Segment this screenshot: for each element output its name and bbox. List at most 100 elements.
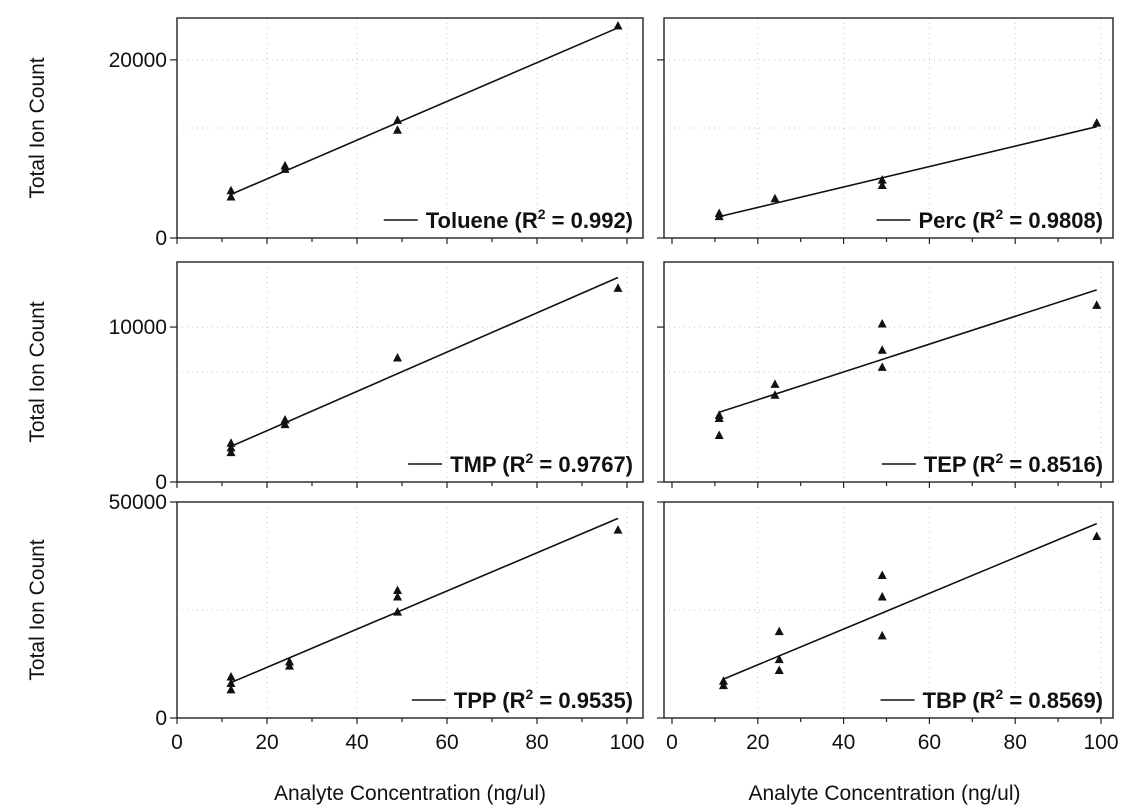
data-point	[1092, 531, 1102, 541]
panel-bottom-left: 0 50000 0 20 40 60 80 100 TPP (R2 = 0.9535) Total…	[26, 491, 645, 805]
x-tick-label: 80	[525, 731, 548, 754]
legend-label: TMP (R2 = 0.9767)	[450, 450, 633, 477]
legend: Perc (R2 = 0.9808)	[876, 206, 1103, 233]
data-point	[1092, 300, 1102, 309]
data-point	[774, 654, 784, 664]
x-tick-label: 100	[1083, 731, 1118, 754]
data-point	[714, 430, 724, 440]
data-point	[226, 678, 236, 687]
data-point	[613, 21, 623, 30]
x-tick-label: 40	[345, 731, 368, 754]
data-point	[393, 607, 402, 616]
data-point	[877, 630, 887, 640]
data-point	[877, 362, 887, 371]
panel-middle-right: TEP (R2 = 0.8516)	[657, 261, 1114, 488]
legend-sup: 2	[526, 686, 534, 702]
legend-name: TBP (R	[923, 688, 996, 713]
x-tick-label: 20	[746, 731, 769, 754]
legend-sup: 2	[526, 450, 534, 466]
plot-frame	[176, 261, 644, 483]
legend-value: = 0.9767)	[533, 452, 633, 477]
x-tick-label: 0	[171, 731, 183, 754]
x-axis-title: Analyte Concentration (ng/ul)	[749, 782, 1021, 805]
data-point	[714, 208, 724, 218]
legend-name: TPP (R	[454, 688, 526, 713]
data-point	[774, 665, 784, 674]
data-point	[226, 442, 236, 452]
x-tick-label: 100	[609, 731, 644, 754]
legend-value: = 0.9808)	[1003, 208, 1103, 233]
data-point	[770, 193, 780, 203]
data-point	[718, 676, 728, 685]
data-point	[226, 671, 236, 681]
data-point	[877, 175, 887, 184]
y-tick-label: 0	[155, 471, 167, 494]
fit-line	[230, 276, 619, 448]
legend-label: TEP (R2 = 0.8516)	[924, 450, 1103, 477]
data-point	[280, 419, 290, 429]
data-point	[1092, 118, 1102, 127]
x-tick-label: 40	[832, 731, 855, 754]
panel-top-right: Perc (R2 = 0.9808)	[657, 17, 1114, 244]
legend-sup: 2	[996, 450, 1004, 466]
x-tick-label: 60	[435, 731, 458, 754]
y-tick-label: 50000	[109, 491, 167, 514]
data-point	[393, 592, 402, 601]
data-point	[226, 185, 236, 195]
panel-bottom-right: 0 20 40 60 80 100 TBP (R2 = 0.8569) Analyte Con…	[657, 501, 1119, 805]
legend-name: TMP (R	[450, 452, 525, 477]
data-point	[226, 192, 236, 201]
plot-frame	[663, 17, 1114, 239]
legend: TBP (R2 = 0.8569)	[880, 686, 1103, 713]
x-tick-label: 0	[666, 731, 678, 754]
legend-value: = 0.9535)	[533, 688, 633, 713]
y-axis-title: Total Ion Count	[26, 539, 49, 680]
legend: TEP (R2 = 0.8516)	[881, 450, 1103, 477]
y-tick-label: 0	[155, 227, 167, 250]
plot-frame	[663, 261, 1114, 483]
x-tick-label: 20	[255, 731, 278, 754]
panel-middle-left: 0 10000 TMP (R2 = 0.9767) Total Ion Count	[26, 261, 644, 494]
panel-top-left: 0 20000 Toluene (R2 = 0.992) Total Ion Coun…	[26, 17, 644, 250]
legend-label: TBP (R2 = 0.8569)	[923, 686, 1103, 713]
data-point	[226, 684, 236, 694]
data-point	[613, 283, 623, 292]
y-tick-label: 20000	[109, 49, 167, 72]
data-point	[393, 125, 402, 134]
data-point	[877, 570, 887, 579]
plot-frame	[176, 501, 644, 719]
legend-name: Perc (R	[918, 208, 995, 233]
data-point	[280, 160, 290, 170]
plot-frame	[176, 17, 644, 239]
x-tick-label: 80	[1004, 731, 1027, 754]
legend-value: = 0.992)	[546, 208, 633, 233]
legend: TMP (R2 = 0.9767)	[408, 450, 633, 477]
fit-line	[718, 289, 1097, 414]
legend-label: TPP (R2 = 0.9535)	[454, 686, 633, 713]
y-tick-label: 0	[155, 707, 167, 730]
legend-name: TEP (R	[924, 452, 996, 477]
data-point	[393, 585, 402, 595]
fit-line	[230, 27, 619, 196]
data-point	[718, 680, 728, 690]
data-point	[877, 318, 887, 328]
data-point	[714, 410, 724, 419]
y-axis-title: Total Ion Count	[26, 57, 49, 198]
data-point	[613, 525, 623, 534]
data-point	[393, 353, 402, 362]
data-point	[226, 447, 236, 457]
x-tick-label: 60	[918, 731, 941, 754]
data-point	[280, 415, 290, 424]
y-axis-title: Total Ion Count	[26, 301, 49, 442]
fit-line	[719, 125, 1097, 218]
legend-sup: 2	[538, 206, 546, 222]
data-point	[877, 180, 887, 189]
legend-name: Toluene (R	[426, 208, 538, 233]
data-point	[877, 345, 887, 354]
data-point	[285, 656, 294, 666]
legend: TPP (R2 = 0.9535)	[411, 686, 633, 713]
legend-sup: 2	[996, 686, 1004, 702]
legend-label: Perc (R2 = 0.9808)	[918, 206, 1103, 233]
x-axis-title: Analyte Concentration (ng/ul)	[274, 782, 546, 805]
data-point	[770, 390, 780, 399]
